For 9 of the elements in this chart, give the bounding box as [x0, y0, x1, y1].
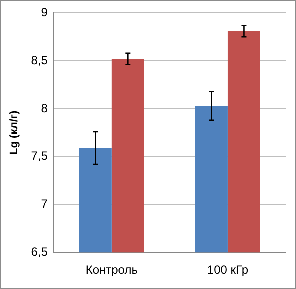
y-axis-title: Lg (кл/г) [8, 110, 21, 155]
y-tick-label: 8 [41, 101, 48, 116]
y-tick-label: 7 [41, 197, 48, 212]
y-tick-label: 8,5 [31, 53, 48, 68]
y-tick-label: 9 [41, 6, 48, 20]
y-tick-label: 6,5 [31, 244, 48, 259]
y-tick-label: 7,5 [31, 149, 48, 164]
x-tick-label: Контроль [86, 263, 138, 278]
x-tick-label: 100 кГр [207, 263, 249, 278]
